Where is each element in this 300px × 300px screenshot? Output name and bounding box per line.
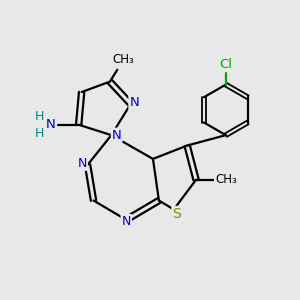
Text: CH₃: CH₃ bbox=[112, 53, 134, 66]
Text: CH₃: CH₃ bbox=[215, 173, 237, 186]
Text: N: N bbox=[46, 118, 55, 131]
Text: S: S bbox=[172, 207, 181, 221]
Text: N: N bbox=[122, 215, 131, 228]
Text: Cl: Cl bbox=[219, 58, 232, 71]
Text: N: N bbox=[129, 96, 139, 109]
Text: H: H bbox=[34, 127, 44, 140]
Text: N: N bbox=[77, 157, 87, 170]
Text: N: N bbox=[112, 129, 122, 142]
Text: H: H bbox=[34, 110, 44, 123]
